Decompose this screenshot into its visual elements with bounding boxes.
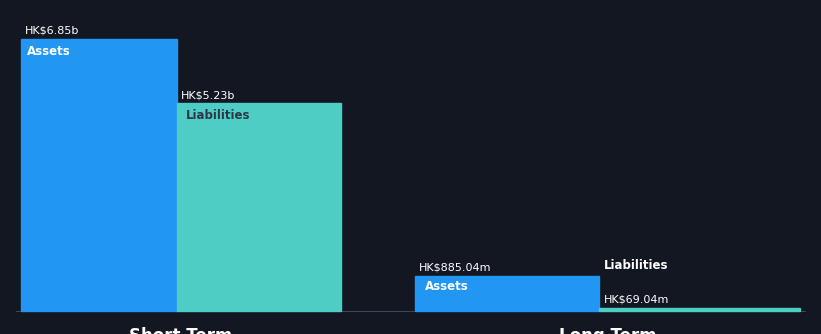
Text: Assets: Assets bbox=[424, 280, 468, 293]
Text: Liabilities: Liabilities bbox=[603, 260, 668, 273]
Text: Long Term: Long Term bbox=[559, 327, 656, 334]
Bar bbox=[599, 308, 800, 311]
Text: HK$885.04m: HK$885.04m bbox=[419, 263, 491, 273]
Bar bbox=[177, 103, 341, 311]
Text: Liabilities: Liabilities bbox=[186, 109, 251, 122]
Text: HK$5.23b: HK$5.23b bbox=[181, 90, 235, 100]
Bar bbox=[21, 39, 177, 311]
Text: HK$69.04m: HK$69.04m bbox=[603, 295, 669, 305]
Bar bbox=[415, 276, 599, 311]
Text: HK$6.85b: HK$6.85b bbox=[25, 26, 79, 36]
Text: Short Term: Short Term bbox=[129, 327, 232, 334]
Text: Assets: Assets bbox=[27, 45, 71, 58]
